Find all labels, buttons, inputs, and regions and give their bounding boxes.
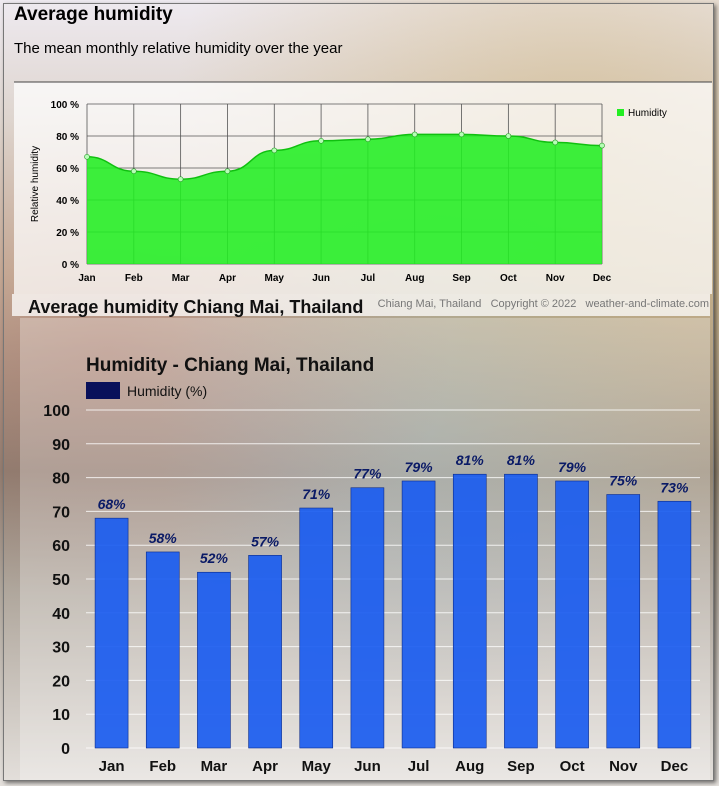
bar-y-tick-label: 100: [43, 403, 70, 420]
credit-site: weather-and-climate.com: [585, 298, 710, 310]
bar-x-tick-label: Sep: [507, 758, 535, 775]
humidity-area-point: [599, 142, 605, 149]
area-y-tick-label: 0 %: [62, 260, 79, 271]
bar-x-tick-label: Dec: [661, 758, 689, 775]
humidity-area: [87, 134, 602, 264]
area-x-tick-label: Oct: [500, 273, 517, 284]
humidity-bar: [248, 555, 282, 749]
area-x-tick-label: Nov: [546, 273, 565, 284]
area-x-tick-label: Jan: [78, 273, 95, 284]
area-y-tick-label: 20 %: [56, 228, 79, 239]
humidity-bar: [197, 571, 231, 749]
area-x-tick-label: Sep: [452, 273, 470, 284]
bar-data-label: 71%: [302, 486, 331, 502]
bar-legend-swatch: [86, 382, 120, 399]
area-x-tick-label: Jun: [312, 273, 330, 284]
humidity-bar: [350, 487, 385, 749]
bar-y-tick-label: 60: [52, 538, 70, 555]
bar-data-label: 52%: [200, 550, 229, 566]
humidity-area-point: [271, 147, 278, 154]
humidity-area-point: [458, 131, 465, 138]
bar-data-label: 79%: [558, 459, 587, 475]
credit-text: Chiang Mai, Thailand Copyright © 2022 we…: [378, 298, 709, 310]
area-x-tick-label: Dec: [593, 273, 612, 284]
bar-x-tick-label: Apr: [252, 758, 278, 775]
bar-y-tick-label: 10: [52, 707, 70, 724]
bar-x-tick-label: Aug: [455, 758, 484, 775]
bar-y-tick-label: 40: [52, 606, 70, 623]
area-y-tick-label: 100 %: [51, 100, 79, 111]
humidity-bar: [145, 551, 180, 749]
humidity-area-line: [86, 133, 603, 180]
bar-data-label: 75%: [609, 473, 638, 489]
credit-strip: [12, 294, 710, 316]
bar-y-tick-label: 0: [61, 741, 70, 758]
bar-x-tick-label: Jan: [99, 758, 125, 775]
area-legend-swatch: [617, 109, 624, 116]
humidity-area-point: [552, 139, 558, 146]
area-legend-label: Humidity: [628, 108, 667, 119]
bar-data-label: 58%: [149, 530, 178, 546]
humidity-bar: [606, 494, 641, 749]
bar-y-tick-label: 50: [52, 572, 70, 589]
bar-x-tick-label: Oct: [560, 758, 585, 775]
bar-y-tick-label: 90: [52, 437, 70, 454]
humidity-area-point: [411, 131, 418, 138]
bar-x-tick-label: Jun: [354, 758, 381, 775]
humidity-area-chart: 0 % 20 % 40 % 60 % 80 % 100 % Jan Feb Mar Apr May J…: [14, 81, 712, 294]
humidity-bar: [555, 480, 589, 749]
humidity-area-point: [318, 138, 324, 144]
bar-y-tick-label: 20: [52, 673, 70, 690]
bar-y-tick-label: 30: [52, 640, 70, 657]
area-x-tick-label: Apr: [219, 273, 236, 284]
humidity-area-point: [131, 168, 137, 174]
humidity-bar: [401, 480, 436, 749]
humidity-area-point: [365, 136, 371, 142]
humidity-bar: [299, 507, 334, 749]
area-y-tick-label: 60 %: [56, 164, 79, 175]
bar-data-label: 79%: [405, 459, 434, 475]
area-x-tick-label: May: [265, 273, 285, 284]
section-title: Average humidity Chiang Mai, Thailand: [28, 297, 364, 317]
bar-chart-title: Humidity - Chiang Mai, Thailand: [86, 355, 374, 376]
top-chart-title: Average humidity: [14, 4, 173, 25]
area-y-tick-label: 40 %: [56, 196, 79, 207]
bar-x-tick-label: Nov: [609, 758, 638, 775]
humidity-bar: [94, 517, 129, 749]
area-y-axis-label: Relative humidity: [30, 146, 41, 222]
credit-place: Chiang Mai, Thailand: [377, 298, 482, 310]
area-x-tick-label: Jul: [361, 273, 376, 284]
top-chart-subtitle: The mean monthly relative humidity over …: [14, 40, 343, 57]
bar-legend-label: Humidity (%): [127, 383, 207, 399]
bar-x-tick-label: Jul: [408, 758, 430, 775]
credit-copyright: Copyright © 2022: [490, 298, 577, 310]
image-frame: [3, 3, 714, 781]
bar-x-tick-label: May: [302, 758, 332, 775]
bar-data-label: 81%: [456, 452, 485, 468]
bar-y-tick-label: 80: [52, 471, 70, 488]
area-x-tick-label: Mar: [172, 273, 190, 284]
area-x-tick-label: Feb: [125, 273, 143, 284]
bar-x-tick-label: Mar: [201, 758, 228, 775]
bar-data-label: 81%: [507, 452, 536, 468]
bar-data-label: 68%: [98, 496, 127, 512]
humidity-bar: [504, 473, 538, 749]
bar-data-label: 57%: [251, 533, 280, 549]
humidity-area-point: [177, 176, 184, 182]
area-x-tick-label: Aug: [405, 273, 424, 284]
bar-data-label: 73%: [660, 479, 689, 495]
bar-x-tick-label: Feb: [149, 758, 176, 775]
area-y-tick-label: 80 %: [56, 132, 79, 143]
humidity-area-point: [84, 154, 90, 160]
humidity-area-point: [224, 168, 231, 174]
bar-y-tick-label: 70: [52, 504, 70, 521]
bar-data-label: 77%: [353, 466, 382, 482]
humidity-bar: [657, 500, 692, 749]
humidity-bar: [452, 473, 487, 749]
humidity-area-point: [505, 133, 512, 139]
